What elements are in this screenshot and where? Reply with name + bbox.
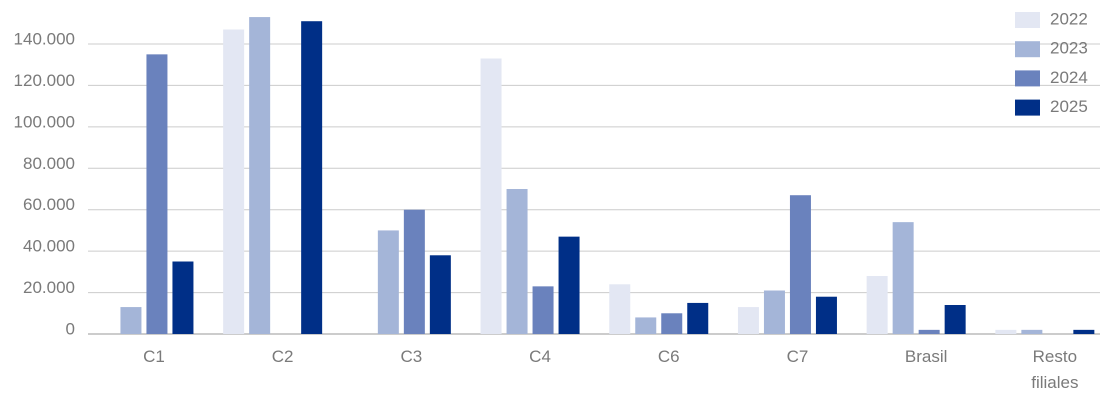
legend-label: 2024 (1050, 68, 1088, 87)
x-tick-label: C7 (787, 347, 809, 366)
y-tick-label: 140.000 (14, 29, 75, 48)
x-tick-label: C1 (143, 347, 165, 366)
y-tick-label: 20.000 (23, 278, 75, 297)
bar (866, 276, 888, 334)
bar (377, 230, 399, 334)
x-tick-label: C4 (529, 347, 551, 366)
x-tick-label-line: Brasil (905, 347, 948, 366)
x-tick-label: C2 (272, 347, 294, 366)
x-tick-label: C3 (400, 347, 422, 366)
x-tick-label-line: C4 (529, 347, 551, 366)
bar (1021, 329, 1043, 334)
bar (789, 195, 811, 334)
x-tick-label-line: C2 (272, 347, 294, 366)
y-tick-label: 40.000 (23, 237, 75, 256)
x-tick-label: Resto filiales (1031, 347, 1078, 392)
x-tick-label: C6 (658, 347, 680, 366)
bar (815, 296, 837, 334)
bar (687, 302, 709, 334)
legend-swatch (1015, 41, 1040, 58)
bar (480, 58, 502, 334)
bar (506, 189, 528, 334)
bar (301, 21, 323, 334)
y-tick-label: 100.000 (14, 112, 75, 131)
bar (763, 290, 785, 334)
bar (403, 209, 425, 334)
legend-label: 2022 (1050, 9, 1088, 28)
legend-label: 2025 (1050, 97, 1088, 116)
x-tick-label-line: C7 (787, 347, 809, 366)
bar (635, 317, 657, 334)
bar (172, 261, 194, 334)
bar (249, 17, 271, 334)
legend-label: 2023 (1050, 39, 1088, 58)
bar (558, 236, 580, 334)
bar (146, 54, 168, 334)
legend-swatch (1015, 12, 1040, 28)
bar (120, 307, 142, 334)
bar (532, 286, 554, 334)
bar (944, 305, 966, 334)
y-tick-label: 80.000 (23, 154, 75, 173)
bar (995, 329, 1017, 334)
x-tick-label-line: C6 (658, 347, 680, 366)
x-tick-label: Brasil (905, 347, 948, 366)
bar (609, 284, 631, 334)
bar (892, 222, 914, 334)
y-tick-label: 120.000 (14, 71, 75, 90)
bar (1073, 329, 1095, 334)
x-tick-label-line: Resto (1033, 347, 1077, 366)
x-tick-label-line: filiales (1031, 373, 1078, 392)
legend-swatch (1015, 70, 1040, 87)
bar (223, 29, 245, 334)
bar (661, 313, 683, 334)
y-tick-label: 0 (66, 319, 75, 338)
bar (918, 329, 940, 334)
x-tick-label-line: C1 (143, 347, 165, 366)
x-tick-label-line: C3 (400, 347, 422, 366)
y-tick-label: 60.000 (23, 195, 75, 214)
bar (429, 255, 451, 334)
legend-swatch (1015, 99, 1040, 116)
bar (737, 307, 759, 334)
